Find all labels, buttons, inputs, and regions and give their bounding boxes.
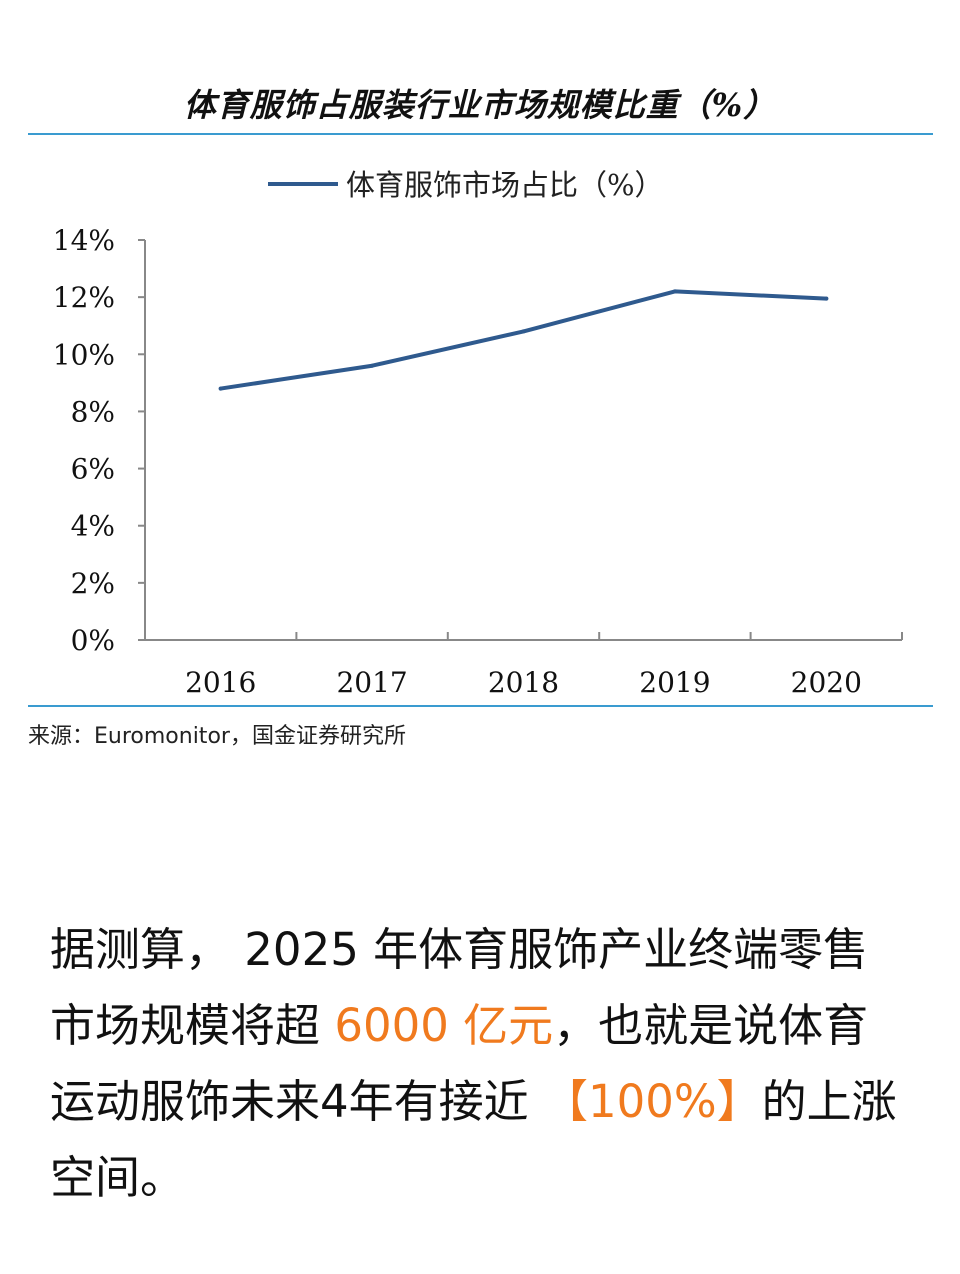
y-tick-label: 12% [53, 281, 115, 314]
paragraph-text-1: 据测算， 2025 年体育服饰产业终端零售市场规模将超 [50, 923, 869, 1052]
data-point [521, 329, 526, 334]
source-note: 来源：Euromonitor，国金证券研究所 [28, 724, 406, 749]
highlight-amount: 6000 亿元 [334, 999, 554, 1052]
plot-series [218, 289, 829, 391]
top-divider [28, 133, 933, 135]
y-axis: 0% 2% 4% 6% 8% 10% 12% 14% [53, 224, 146, 657]
summary-paragraph: 据测算， 2025 年体育服饰产业终端零售市场规模将超 6000 亿元，也就是说… [50, 912, 910, 1216]
data-point [824, 296, 829, 301]
data-point [370, 363, 375, 368]
x-tick-label: 2020 [791, 666, 862, 699]
legend-label: 体育服饰市场占比（%） [346, 168, 664, 202]
paragraph-text-3: 的上涨空间。 [50, 1075, 897, 1204]
x-tick-label: 2016 [185, 666, 256, 699]
y-tick-label: 10% [53, 338, 115, 371]
data-point [218, 386, 223, 391]
y-tick-label: 4% [71, 510, 115, 543]
paragraph-text-2: ，也就是说体育运动服饰未来4年有接近 [50, 999, 869, 1128]
x-tick-label: 2017 [336, 666, 407, 699]
y-tick-label: 2% [71, 567, 115, 600]
x-axis: 2016 2017 2018 2019 2020 [144, 632, 903, 699]
x-tick-label: 2018 [488, 666, 559, 699]
y-tick-label: 14% [53, 224, 115, 257]
series-line [218, 289, 829, 391]
line-chart: 体育服饰市场占比（%） 0% 2% 4% 6% 8% 10% 12% 14% 2016 2017… [53, 168, 903, 699]
y-tick-label: 0% [71, 624, 115, 657]
bottom-divider [28, 705, 933, 707]
data-point [672, 289, 677, 294]
highlight-percent: 【100%】 [542, 1075, 762, 1128]
chart-title: 体育服饰占服装行业市场规模比重（%） [183, 86, 777, 124]
y-tick-label: 8% [71, 395, 115, 428]
legend: 体育服饰市场占比（%） [268, 168, 664, 202]
x-tick-label: 2019 [639, 666, 710, 699]
y-tick-label: 6% [71, 453, 115, 486]
